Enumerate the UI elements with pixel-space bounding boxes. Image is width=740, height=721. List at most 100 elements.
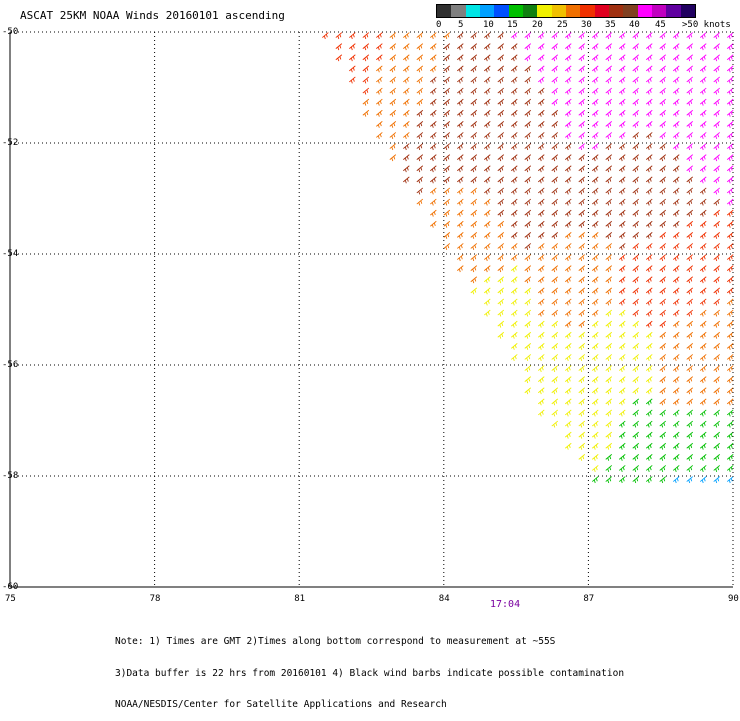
colorbar-segment bbox=[465, 5, 480, 17]
wind-barb bbox=[591, 165, 599, 173]
wind-barb bbox=[632, 209, 640, 217]
wind-barb bbox=[362, 76, 370, 84]
wind-barb bbox=[645, 132, 653, 139]
wind-barb bbox=[483, 309, 491, 317]
wind-barb bbox=[686, 232, 694, 239]
wind-barb bbox=[443, 209, 451, 217]
wind-barb bbox=[699, 65, 707, 73]
wind-barb bbox=[430, 209, 437, 217]
wind-barb bbox=[403, 154, 410, 162]
wind-barb bbox=[564, 220, 572, 228]
wind-barb bbox=[591, 232, 599, 239]
wind-barb bbox=[591, 442, 599, 450]
wind-barb bbox=[672, 232, 680, 239]
wind-barb bbox=[699, 265, 707, 273]
wind-barb bbox=[578, 143, 586, 151]
wind-barb bbox=[659, 243, 667, 250]
colorbar-label: 35 bbox=[605, 20, 616, 30]
wind-barb bbox=[376, 98, 383, 106]
wind-barb bbox=[726, 43, 734, 51]
wind-barb bbox=[686, 98, 694, 106]
wind-barb bbox=[672, 209, 680, 217]
wind-barb bbox=[726, 187, 734, 195]
wind-barb bbox=[645, 331, 653, 339]
wind-barb bbox=[726, 365, 734, 373]
wind-barb bbox=[389, 54, 397, 62]
wind-barb bbox=[578, 442, 586, 450]
wind-barb bbox=[713, 165, 721, 173]
wind-barb bbox=[349, 32, 356, 40]
wind-barb bbox=[645, 309, 653, 317]
wind-barb bbox=[457, 209, 464, 217]
wind-barb bbox=[686, 165, 694, 173]
wind-barb bbox=[686, 465, 694, 472]
colorbar-segment bbox=[637, 5, 652, 17]
footnotes: Note: 1) Times are GMT 2)Times along bot… bbox=[115, 616, 624, 721]
wind-barb bbox=[564, 109, 572, 117]
wind-barb bbox=[537, 232, 545, 239]
wind-barb bbox=[672, 343, 680, 350]
wind-barb bbox=[632, 331, 640, 339]
wind-barb bbox=[618, 109, 626, 117]
wind-barb bbox=[605, 254, 613, 262]
wind-barb bbox=[551, 154, 559, 162]
wind-barb bbox=[457, 220, 464, 228]
wind-barb bbox=[430, 54, 437, 62]
wind-barb bbox=[713, 87, 721, 95]
wind-barb bbox=[497, 132, 505, 139]
wind-barb bbox=[591, 376, 599, 384]
wind-barb bbox=[497, 121, 505, 128]
wind-barb bbox=[403, 143, 410, 151]
wind-barb bbox=[591, 109, 599, 117]
wind-barb bbox=[699, 232, 707, 239]
wind-barb bbox=[578, 232, 586, 239]
wind-barb bbox=[591, 454, 599, 461]
wind-barb bbox=[645, 376, 653, 384]
wind-barb bbox=[443, 220, 451, 228]
wind-barb bbox=[659, 409, 667, 417]
wind-barb bbox=[659, 198, 667, 206]
wind-barb bbox=[605, 398, 613, 406]
wind-barb bbox=[686, 198, 694, 206]
wind-barb bbox=[578, 265, 586, 273]
wind-barb bbox=[564, 176, 572, 184]
wind-barb bbox=[510, 354, 518, 361]
wind-barb bbox=[672, 465, 680, 472]
wind-barb bbox=[564, 320, 572, 328]
wind-barb bbox=[551, 198, 559, 206]
wind-barb bbox=[686, 65, 694, 73]
wind-barb bbox=[524, 187, 532, 195]
wind-barb bbox=[430, 132, 437, 139]
wind-barb bbox=[618, 398, 626, 406]
wind-barb bbox=[483, 232, 491, 239]
wind-barb bbox=[537, 409, 545, 417]
wind-barb bbox=[713, 220, 721, 228]
wind-barb bbox=[564, 409, 572, 417]
wind-barb bbox=[578, 98, 586, 106]
wind-barb bbox=[510, 87, 518, 95]
wind-barb bbox=[713, 442, 721, 450]
wind-barb bbox=[632, 54, 640, 62]
wind-barb bbox=[403, 109, 410, 117]
wind-barb bbox=[524, 331, 532, 339]
wind-barb bbox=[699, 287, 707, 295]
wind-barb bbox=[699, 121, 707, 128]
wind-barb bbox=[564, 398, 572, 406]
wind-barb bbox=[524, 365, 532, 373]
wind-barb bbox=[470, 98, 478, 106]
wind-barb bbox=[470, 54, 478, 62]
wind-barb bbox=[578, 343, 586, 350]
wind-barb bbox=[443, 154, 451, 162]
wind-barb bbox=[632, 165, 640, 173]
wind-barb bbox=[349, 54, 356, 62]
wind-barb bbox=[551, 54, 559, 62]
wind-barb bbox=[618, 198, 626, 206]
wind-barb bbox=[659, 442, 667, 450]
wind-barb bbox=[537, 276, 545, 284]
wind-barb bbox=[659, 265, 667, 273]
wind-barb bbox=[645, 187, 653, 195]
wind-barb bbox=[686, 398, 694, 406]
wind-barb bbox=[645, 476, 653, 484]
wind-barb bbox=[578, 454, 586, 461]
wind-barb bbox=[591, 365, 599, 373]
